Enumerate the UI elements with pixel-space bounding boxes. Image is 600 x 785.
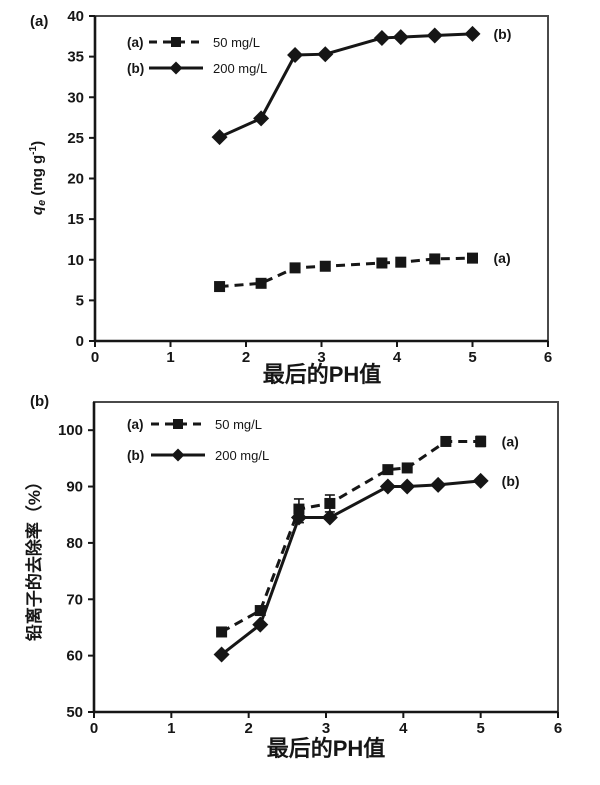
series-end-label: (b) <box>494 26 512 42</box>
y-tick-label: 5 <box>76 292 84 309</box>
legend-key: (a) <box>127 35 144 50</box>
x-tick-label: 2 <box>244 720 252 737</box>
diamond-marker <box>426 27 443 44</box>
square-marker <box>395 256 407 268</box>
diamond-marker <box>290 509 307 526</box>
square-marker <box>254 605 266 617</box>
x-tick-label: 1 <box>166 349 174 366</box>
square-marker <box>401 462 413 474</box>
diamond-marker <box>252 616 269 633</box>
square-marker <box>376 257 388 269</box>
square-marker <box>214 281 226 293</box>
y-axis-title: 铅离子的去除率（%） <box>24 473 44 641</box>
series-end-label: (a) <box>502 433 519 449</box>
x-tick-label: 0 <box>91 349 99 366</box>
y-tick-label: 15 <box>67 211 84 228</box>
square-marker <box>293 503 305 515</box>
diamond-marker <box>253 110 270 127</box>
y-tick-label: 20 <box>67 171 84 188</box>
x-tick-label: 5 <box>468 349 476 366</box>
diamond-marker <box>321 509 338 526</box>
y-tick-label: 35 <box>67 49 84 66</box>
y-tick-label: 0 <box>76 333 84 350</box>
square-marker <box>319 260 331 272</box>
diamond-marker <box>317 46 334 63</box>
legend-key: (b) <box>127 448 144 463</box>
square-marker <box>289 262 301 274</box>
diamond-marker <box>392 29 409 46</box>
series-line-50-mg-L <box>219 256 473 289</box>
y-tick-label: 25 <box>67 130 84 147</box>
x-tick-label: 2 <box>242 349 250 366</box>
legend-key: (a) <box>127 417 144 432</box>
y-tick-label: 80 <box>66 535 83 552</box>
square-marker <box>467 252 478 264</box>
panel-label: (b) <box>30 393 49 410</box>
square-marker <box>171 37 181 47</box>
square-marker <box>440 435 452 447</box>
plot-border <box>94 15 549 342</box>
diamond-marker <box>472 472 489 489</box>
x-tick-label: 4 <box>393 349 402 366</box>
square-marker <box>475 435 487 447</box>
series-line-50-mg-L <box>220 439 481 634</box>
legend-label: 50 mg/L <box>213 35 260 50</box>
diamond-marker <box>379 478 396 495</box>
square-marker <box>216 626 228 638</box>
square-marker <box>255 277 267 289</box>
diamond-marker <box>169 61 183 75</box>
diamond-marker <box>430 476 447 493</box>
square-marker <box>429 253 441 265</box>
legend-label: 200 mg/L <box>213 61 267 76</box>
diamond-marker <box>211 129 228 146</box>
y-tick-label: 70 <box>66 591 83 608</box>
y-tick-label: 90 <box>66 479 83 496</box>
x-tick-label: 4 <box>399 720 408 737</box>
x-axis-title: 最后的PH值 <box>267 736 386 761</box>
square-marker <box>382 464 394 476</box>
x-tick-label: 3 <box>322 720 330 737</box>
x-tick-label: 1 <box>167 720 175 737</box>
diamond-marker <box>373 29 390 46</box>
x-tick-label: 6 <box>544 349 552 366</box>
legend-key: (b) <box>127 61 144 76</box>
x-tick-label: 3 <box>317 349 325 366</box>
series-end-label: (b) <box>502 473 520 489</box>
diamond-marker <box>399 478 416 495</box>
y-tick-label: 60 <box>66 648 83 665</box>
diamond-marker <box>287 47 304 63</box>
diamond-marker <box>464 25 481 42</box>
x-tick-label: 0 <box>90 720 98 737</box>
square-marker <box>173 419 183 429</box>
legend-label: 50 mg/L <box>215 417 262 432</box>
legend-label: 200 mg/L <box>215 448 269 463</box>
y-axis-title: qe (mg g-1) <box>28 141 48 215</box>
diamond-marker <box>213 646 230 663</box>
panel-label: (a) <box>30 13 48 30</box>
y-tick-label: 50 <box>66 704 83 721</box>
chart-removal-vs-ph: 0 1 2 3 4 5 6 50 60 70 80 90 100 (a) (b) (a) 50 mg/L (b) 2… <box>24 393 562 761</box>
y-tick-label: 10 <box>67 252 84 269</box>
x-tick-label: 5 <box>476 720 484 737</box>
plot-border <box>93 401 559 713</box>
y-tick-label: 30 <box>67 89 84 106</box>
x-axis-title: 最后的PH值 <box>263 362 382 387</box>
square-marker <box>324 497 336 509</box>
series-end-label: (a) <box>494 250 511 266</box>
y-tick-label: 40 <box>67 8 84 25</box>
diamond-marker <box>171 448 185 462</box>
y-tick-label: 100 <box>58 422 83 439</box>
x-tick-label: 6 <box>554 720 562 737</box>
chart-qe-vs-ph: 0 1 2 3 4 5 6 0 5 10 15 20 25 30 35 40 (a) (b) (a) 50 mg/L (… <box>28 8 552 387</box>
